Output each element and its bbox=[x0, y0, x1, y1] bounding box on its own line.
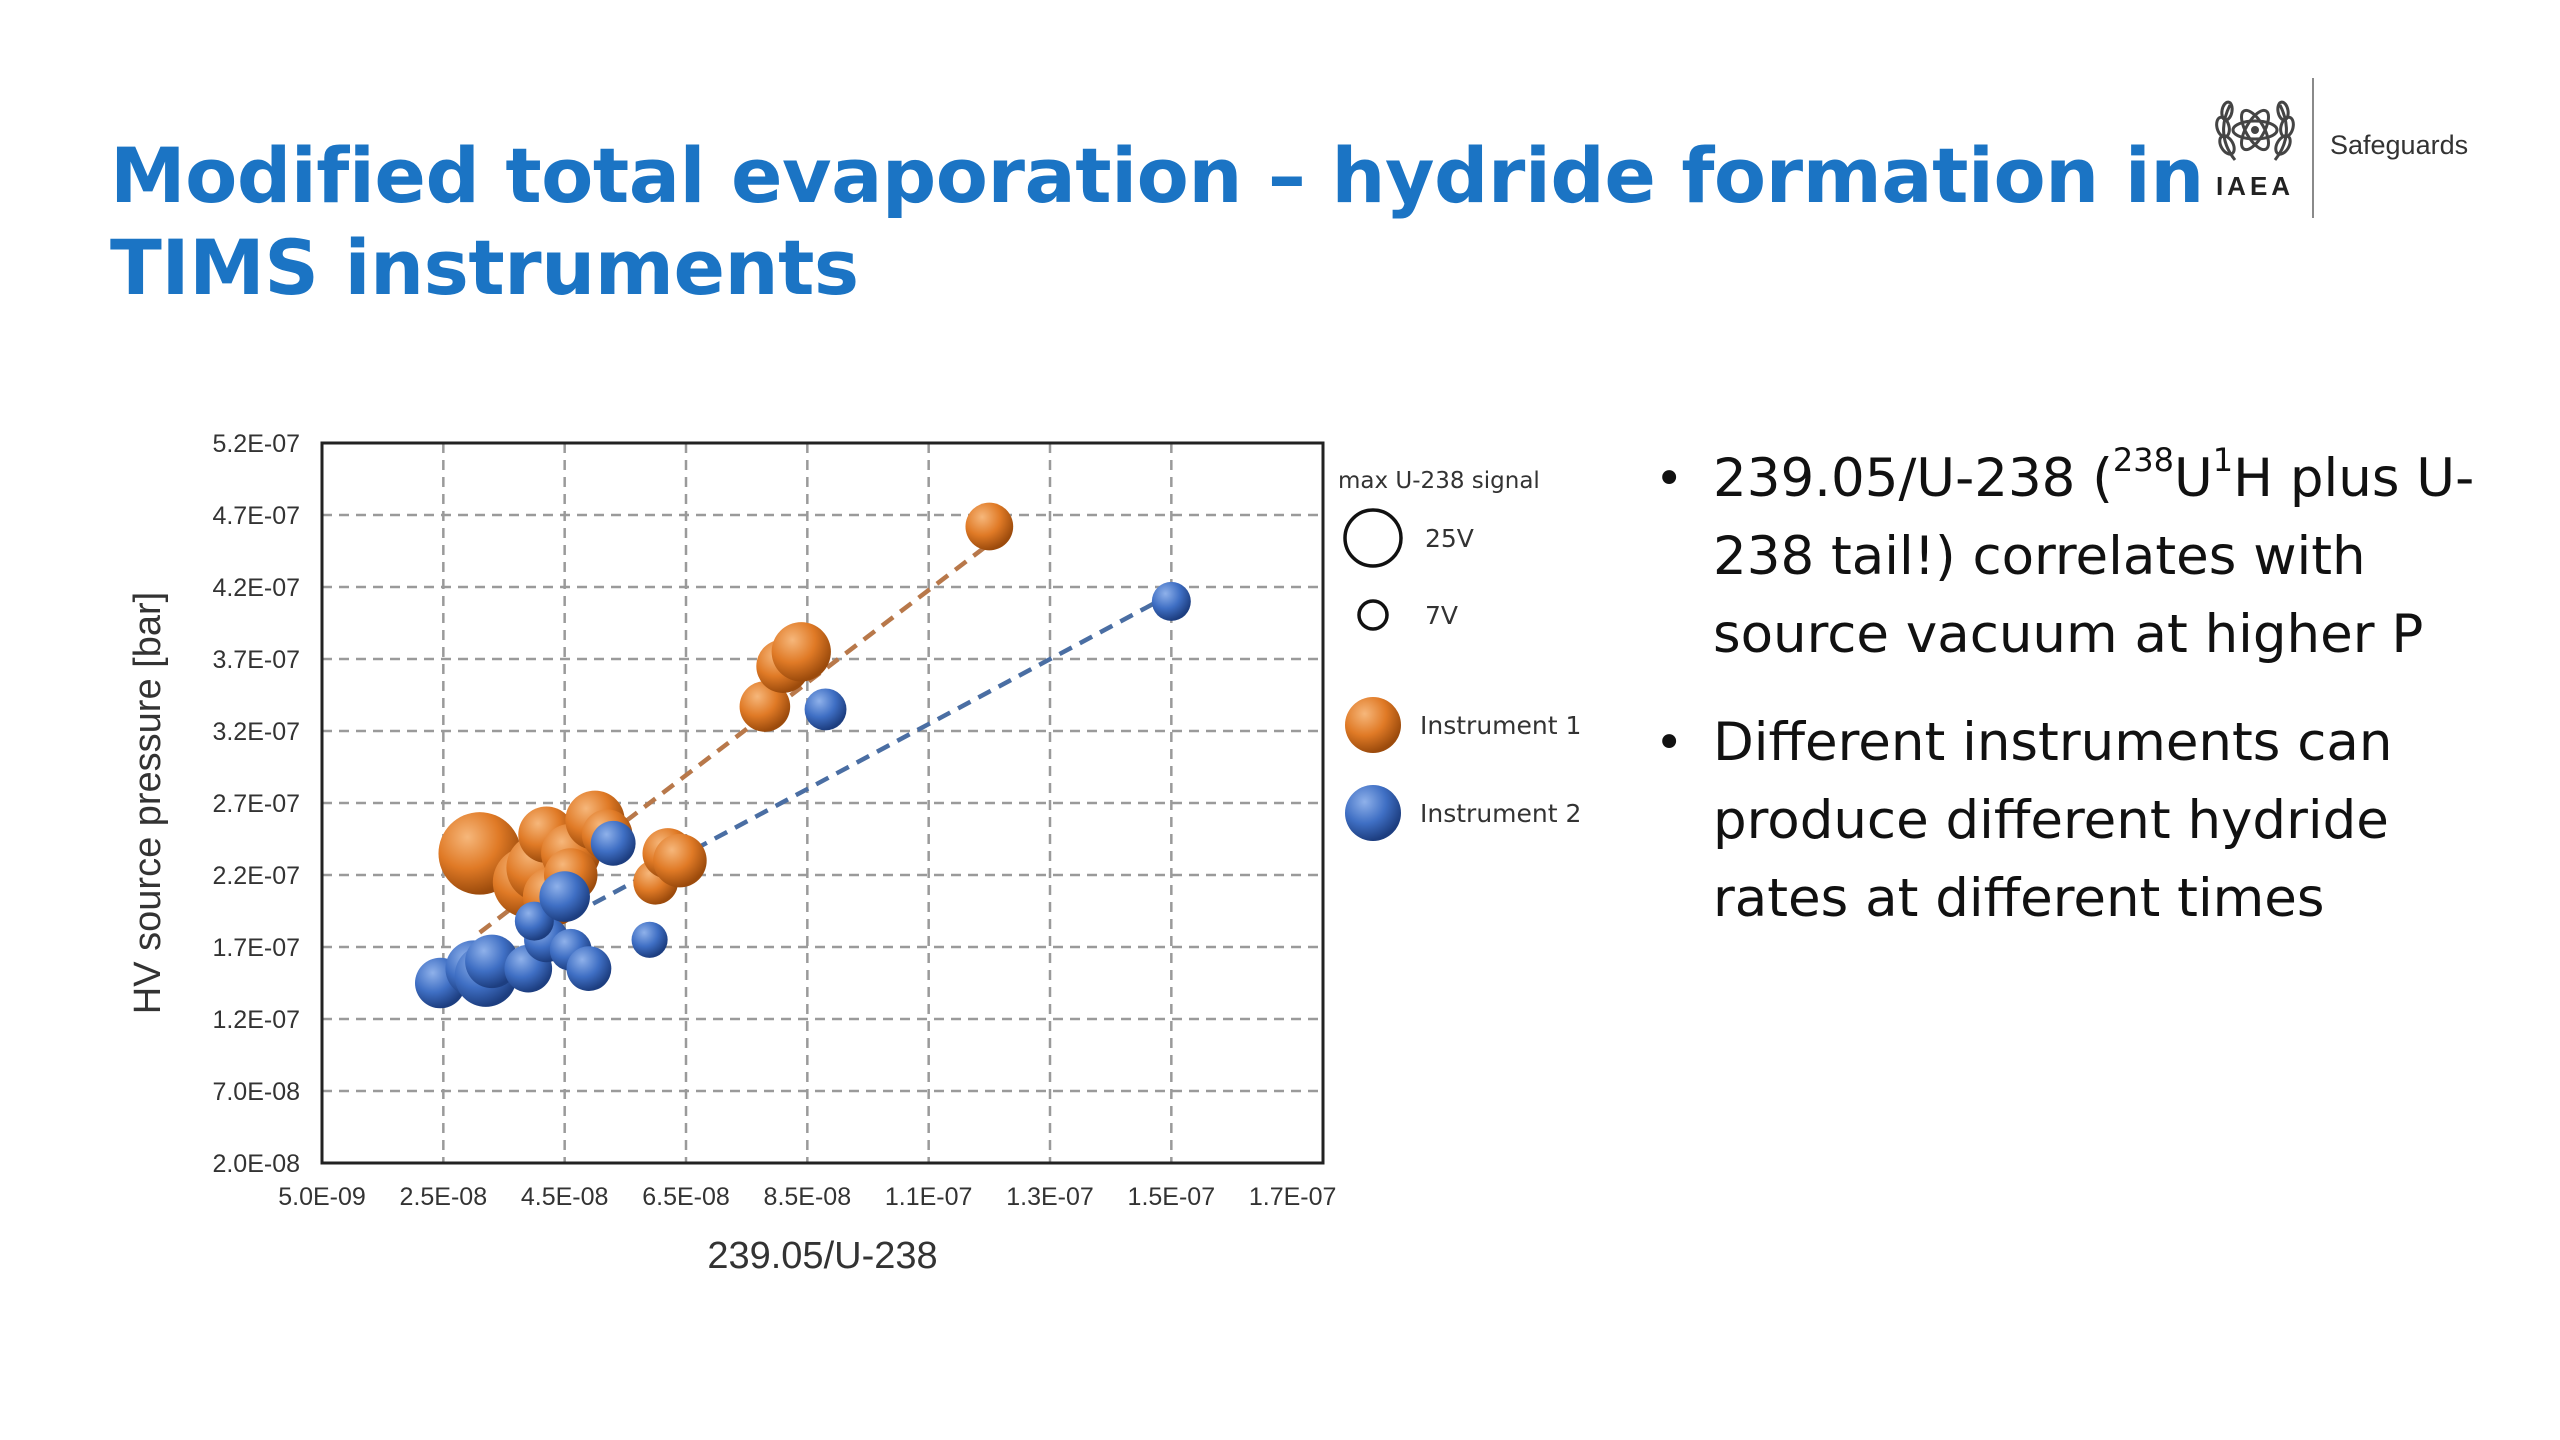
y-tick-label: 3.7E-07 bbox=[212, 646, 300, 674]
chart-gridlines bbox=[322, 443, 1323, 1163]
bullet-item-1: • 239.05/U-238 (238U1H plus U-238 tail!)… bbox=[1655, 440, 2535, 674]
point-series-2 bbox=[566, 946, 612, 991]
slide-title-line-1: Modified total evaporation – hydride for… bbox=[110, 131, 2204, 220]
bullet-dot: • bbox=[1655, 451, 1684, 507]
point-series-2 bbox=[1151, 581, 1191, 621]
point-series-1 bbox=[653, 833, 707, 888]
bullet-1-superscript-238: 238 bbox=[2112, 441, 2174, 480]
scatter-chart: 5.0E-09 2.5E-08 4.5E-08 6.5E-08 8.5E-08 1.1E-… bbox=[127, 430, 1581, 1277]
bullet-list: • 239.05/U-238 (238U1H plus U-238 tail!)… bbox=[1655, 440, 2535, 968]
bullet-1-superscript-1: 1 bbox=[2212, 441, 2234, 480]
bullet-dot: • bbox=[1655, 715, 1684, 771]
y-tick-label: 4.2E-07 bbox=[212, 574, 300, 602]
point-series-1 bbox=[965, 502, 1014, 551]
legend-size-label: 7V bbox=[1425, 601, 1458, 630]
legend-size-label: 25V bbox=[1425, 524, 1474, 553]
x-axis-label: 239.05/U-238 bbox=[707, 1235, 937, 1277]
x-tick-label: 1.7E-07 bbox=[1249, 1183, 1337, 1211]
y-axis-label: HV source pressure [bar] bbox=[127, 592, 169, 1014]
legend-series-marker bbox=[1345, 785, 1401, 841]
legend-size-marker bbox=[1357, 599, 1389, 631]
x-tick-label: 1.3E-07 bbox=[1006, 1183, 1094, 1211]
data-points bbox=[415, 502, 1191, 1009]
x-tick-label: 6.5E-08 bbox=[642, 1183, 730, 1211]
point-series-1 bbox=[739, 681, 791, 732]
y-tick-label: 4.7E-07 bbox=[212, 502, 300, 530]
iaea-emblem-icon: IAEA bbox=[2215, 100, 2295, 201]
point-series-2 bbox=[804, 688, 847, 731]
point-series-2 bbox=[590, 820, 636, 866]
slide-title: Modified total evaporation – hydride for… bbox=[110, 130, 2204, 314]
y-tick-label: 1.2E-07 bbox=[212, 1006, 300, 1034]
bullet-1-text-b: H plus U-238 tail!) correlates with sour… bbox=[1713, 448, 2475, 665]
logo-department: Safeguards bbox=[2330, 130, 2469, 160]
bullet-1-text-a: 239.05/U-238 ( bbox=[1713, 448, 2113, 509]
point-series-2 bbox=[631, 921, 668, 958]
x-tick-label: 1.1E-07 bbox=[885, 1183, 973, 1211]
legend-title: max U-238 signal bbox=[1338, 468, 1540, 494]
logo-org-text: IAEA bbox=[2216, 171, 2294, 201]
chart-legend: max U-238 signal 25V 7V Instrument 1 Instru… bbox=[1338, 468, 1581, 841]
x-tick-label: 5.0E-09 bbox=[278, 1183, 366, 1211]
point-series-2 bbox=[514, 901, 554, 941]
logo-divider bbox=[2312, 78, 2314, 218]
point-series-2 bbox=[539, 871, 590, 922]
y-tick-label: 7.0E-08 bbox=[212, 1078, 300, 1106]
bullet-1-text-u: U bbox=[2174, 448, 2213, 509]
x-tick-label: 2.5E-08 bbox=[400, 1183, 488, 1211]
legend-series-label: Instrument 1 bbox=[1420, 711, 1581, 740]
slide-title-line-2: TIMS instruments bbox=[110, 223, 859, 312]
y-tick-label: 5.2E-07 bbox=[212, 430, 300, 458]
y-tick-label: 2.7E-07 bbox=[212, 790, 300, 818]
bullet-2-text: Different instruments can produce differ… bbox=[1713, 712, 2393, 929]
tick-labels: 5.0E-09 2.5E-08 4.5E-08 6.5E-08 8.5E-08 1.1E-… bbox=[212, 430, 1336, 1211]
legend-size-marker bbox=[1343, 508, 1403, 568]
legend-series-label: Instrument 2 bbox=[1420, 799, 1581, 828]
bullet-item-2: • Different instruments can produce diff… bbox=[1655, 704, 2535, 938]
x-tick-label: 4.5E-08 bbox=[521, 1183, 609, 1211]
x-tick-label: 8.5E-08 bbox=[764, 1183, 852, 1211]
x-tick-label: 1.5E-07 bbox=[1128, 1183, 1216, 1211]
y-tick-label: 3.2E-07 bbox=[212, 718, 300, 746]
y-tick-label: 2.2E-07 bbox=[212, 862, 300, 890]
trendline-series-1 bbox=[478, 542, 991, 935]
y-tick-label: 1.7E-07 bbox=[212, 934, 300, 962]
iaea-logo: IAEA bbox=[2195, 75, 2495, 225]
point-series-1 bbox=[771, 622, 831, 682]
legend-series-marker bbox=[1345, 697, 1401, 753]
y-tick-label: 2.0E-08 bbox=[212, 1150, 300, 1178]
plot-area bbox=[320, 441, 1325, 1165]
